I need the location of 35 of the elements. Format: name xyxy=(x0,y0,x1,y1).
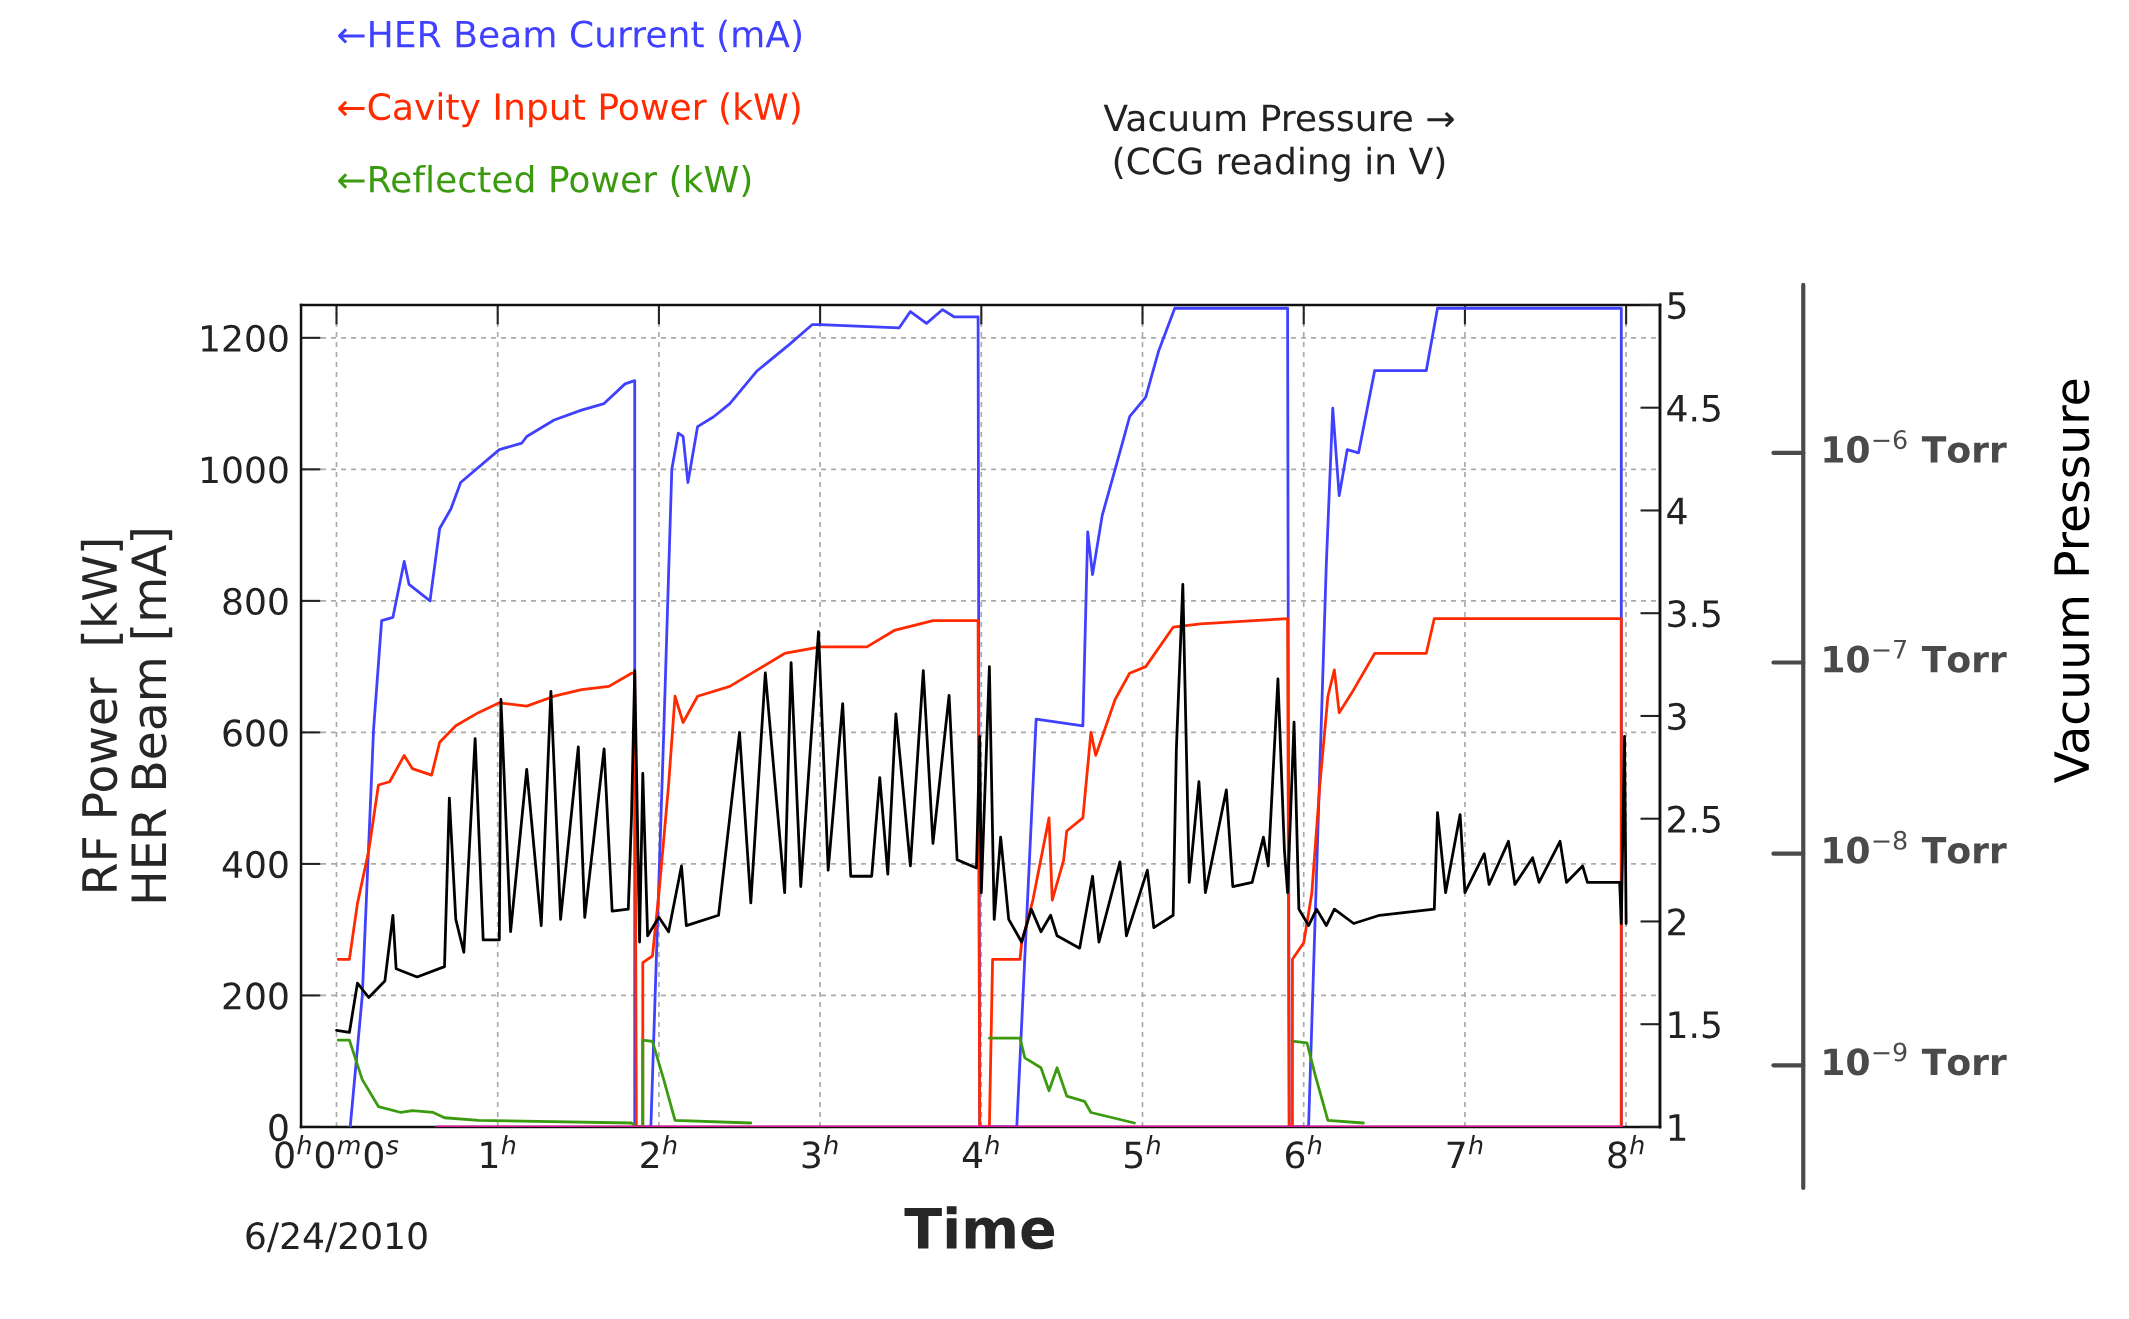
text: Vacuum Pressure xyxy=(2054,379,2090,783)
ref-line-label: 10$^{−8}$ Torr xyxy=(1824,830,2007,864)
y-tick-label: 200 xyxy=(223,982,288,1010)
y-tick-label: 1000 xyxy=(201,456,288,484)
y2-tick-label: 3.5 xyxy=(1668,600,1720,628)
ref-line-label: 10$^{−9}$ Torr xyxy=(1824,1042,2007,1076)
y2-tick-label: 3 xyxy=(1668,702,1686,731)
y2-tick-label: 2.5 xyxy=(1668,805,1720,833)
x-tick-label: 2$^{h}$ xyxy=(641,1135,677,1169)
y2-axis-title: Vacuum Pressure → (CCG reading in V) xyxy=(1103,104,1454,182)
x-tick-label: 8$^{h}$ xyxy=(1608,1135,1644,1169)
y2-tick-label: 4.5 xyxy=(1667,395,1720,422)
x-tick-label: 4$^{h}$ xyxy=(962,1135,999,1169)
x-tick-label: 1$^{h}$ xyxy=(481,1135,516,1169)
text: ←Cavity Input Power (kW) xyxy=(338,92,800,128)
x-tick-label: 6$^{h}$ xyxy=(1286,1135,1322,1169)
text: ←Reflected Power (kW) xyxy=(338,164,751,198)
y2-tick-label: 1 xyxy=(1669,1114,1686,1141)
x-tick-label: 5$^{h}$ xyxy=(1125,1135,1160,1169)
y-tick-label: 400 xyxy=(222,850,288,879)
text: ←HER Beam Current (mA) xyxy=(338,19,801,52)
y-tick-label: 600 xyxy=(223,719,288,747)
y2-tick-label: 2 xyxy=(1668,908,1685,936)
y2-tick-label: 5 xyxy=(1668,292,1686,320)
x-tick-label: 7$^{h}$ xyxy=(1447,1135,1483,1169)
ref-line-label: 10$^{−6}$ Torr xyxy=(1824,430,2007,464)
ref-line-label: 10$^{−7}$ Torr xyxy=(1824,639,2007,673)
y-tick-label: 800 xyxy=(223,587,288,616)
y2-tick-label: 4 xyxy=(1667,497,1687,525)
y-tick-label: 1200 xyxy=(201,324,288,353)
y2-tick-label: 1.5 xyxy=(1669,1011,1720,1039)
text: 6/24/2010 xyxy=(246,1222,427,1253)
y-axis-title: RF Power [kW] HER Beam [mA] xyxy=(80,530,173,902)
x-axis-title: Time xyxy=(904,1206,1055,1250)
x-tick-label: 3$^{h}$ xyxy=(802,1135,838,1169)
